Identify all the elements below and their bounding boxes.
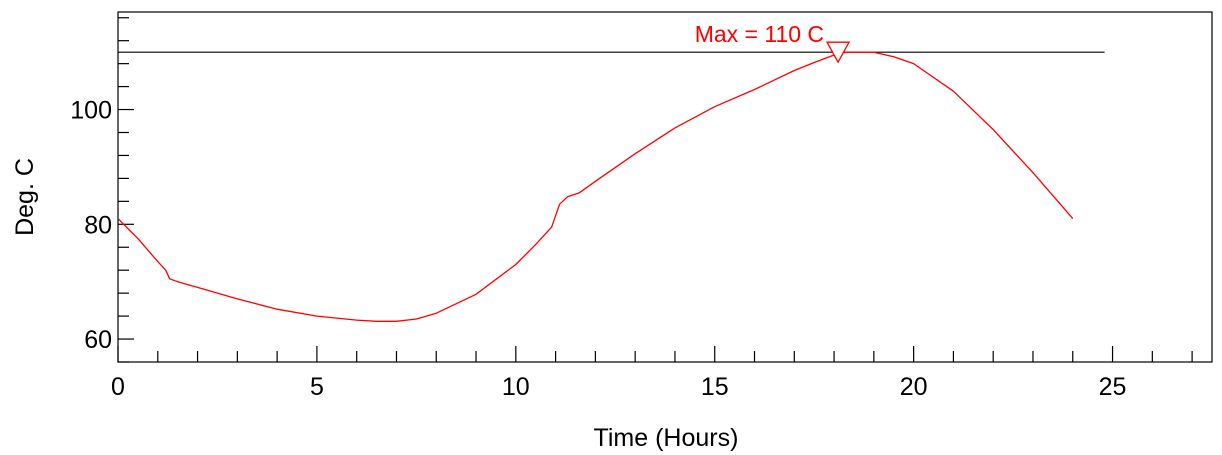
x-tick-label: 25 — [1099, 373, 1127, 401]
x-tick-label: 5 — [310, 373, 324, 401]
x-tick-label: 20 — [900, 373, 928, 401]
x-tick-label: 0 — [111, 373, 125, 401]
axes — [117, 11, 1213, 363]
tick-labels: 0 5 10 15 20 25 60 80 100 — [70, 97, 1126, 401]
series — [117, 51, 1074, 322]
annotations: Max = 110 C — [695, 21, 851, 64]
plot-frame — [117, 11, 1213, 363]
ticks — [117, 17, 1193, 363]
max-annotation-label: Max = 110 C — [695, 21, 824, 47]
x-tick-label: 10 — [502, 373, 530, 401]
x-tick-label: 15 — [701, 373, 729, 401]
temperature-series-line — [117, 51, 1074, 322]
y-tick-label: 60 — [84, 326, 112, 354]
y-axis-label: Deg. C — [11, 158, 39, 236]
x-axis-label: Time (Hours) — [594, 424, 739, 452]
max-marker-icon — [825, 41, 851, 64]
y-tick-label: 100 — [70, 97, 112, 125]
y-tick-label: 80 — [84, 211, 112, 239]
